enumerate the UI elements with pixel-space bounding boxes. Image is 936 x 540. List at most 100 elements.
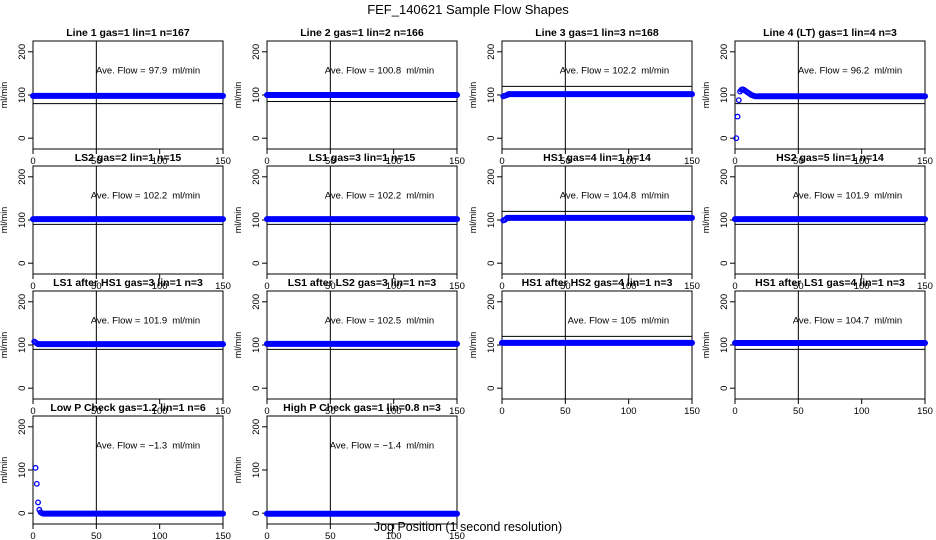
- ave-flow-prefix: Ave. Flow =: [325, 190, 375, 201]
- panel-4: Line 4 (LT) gas=1 lin=4 n=3 0 50 100 150 0 100…: [701, 27, 933, 167]
- panel-title: HS1 after LS1 gas=4 lin=1 n=3: [755, 277, 905, 289]
- y-tick-label: 200: [251, 169, 262, 185]
- ave-flow-annotation: Ave. Flow = 101.9 ml/min: [793, 190, 903, 201]
- ave-flow-unit: ml/min: [406, 190, 434, 201]
- ave-flow-annotation: Ave. Flow = 102.2 ml/min: [91, 190, 201, 201]
- y-tick-label: 200: [719, 44, 730, 60]
- ave-flow-unit: ml/min: [406, 65, 434, 76]
- y-tick-label: 0: [251, 386, 262, 391]
- x-tick-label: 0: [732, 156, 737, 167]
- panel-title: HS1 after HS2 gas=4 lin=1 n=3: [522, 277, 673, 289]
- y-tick-label: 100: [719, 212, 730, 228]
- x-tick-label: 0: [30, 281, 35, 292]
- x-tick-label: 150: [684, 281, 700, 292]
- x-tick-label: 150: [917, 406, 933, 417]
- y-axis-label: ml/min: [233, 207, 243, 234]
- y-tick-label: 100: [486, 337, 497, 353]
- panel-title: LS2 gas=2 lin=1 n=15: [75, 152, 182, 164]
- x-tick-label: 0: [30, 156, 35, 167]
- y-tick-label: 200: [486, 294, 497, 310]
- x-tick-label: 150: [449, 406, 465, 417]
- ave-flow-value: −1.4: [382, 440, 401, 451]
- ave-flow-unit: ml/min: [641, 315, 669, 326]
- y-tick-label: 0: [17, 136, 28, 141]
- y-tick-label: 200: [17, 419, 28, 435]
- data-point: [734, 113, 741, 120]
- y-tick-label: 100: [251, 337, 262, 353]
- panel-title: Line 1 gas=1 lin=1 n=167: [66, 27, 190, 39]
- panel-8: HS2 gas=5 lin=1 n=14 0 50 100 150 0 100 200 ml/m…: [701, 152, 933, 292]
- x-tick-label: 150: [449, 531, 465, 540]
- ave-flow-annotation: Ave. Flow = 97.9 ml/min: [96, 65, 200, 76]
- y-axis-label: ml/min: [701, 332, 711, 359]
- x-tick-label: 150: [449, 281, 465, 292]
- y-tick-label: 200: [486, 44, 497, 60]
- y-tick-label: 100: [719, 337, 730, 353]
- ave-flow-unit: ml/min: [874, 315, 902, 326]
- ave-flow-prefix: Ave. Flow =: [325, 315, 375, 326]
- y-tick-label: 100: [17, 337, 28, 353]
- ave-flow-prefix: Ave. Flow =: [96, 440, 146, 451]
- y-tick-label: 100: [251, 462, 262, 478]
- panel-title: HS1 gas=4 lin=1 n=14: [543, 152, 651, 164]
- panel-9: LS1 after HS1 gas=3 lin=1 n=3 0 50 100 150 0 1…: [0, 277, 231, 417]
- panel-1: Line 1 gas=1 lin=1 n=167 0 50 100 150 0 100 200…: [0, 27, 231, 167]
- panel-12: HS1 after LS1 gas=4 lin=1 n=3 0 50 100 150 0 1…: [701, 277, 933, 417]
- y-tick-label: 100: [17, 462, 28, 478]
- y-axis-label: ml/min: [233, 332, 243, 359]
- x-tick-label: 100: [621, 406, 637, 417]
- data-point: [502, 216, 509, 223]
- y-axis-label: ml/min: [468, 332, 478, 359]
- x-tick-label: 150: [684, 156, 700, 167]
- panel-3: Line 3 gas=1 lin=3 n=168 0 50 100 150 0 100 200…: [468, 27, 700, 167]
- panel-13: Low P Check gas=1.2 lin=1 n=6 0 50 100 150 0 1…: [0, 402, 231, 540]
- x-tick-label: 50: [560, 406, 571, 417]
- panel-11: HS1 after HS2 gas=4 lin=1 n=3 0 50 100 150 0 1…: [468, 277, 700, 417]
- ave-flow-value: 97.9: [149, 65, 168, 76]
- plot-frame: [266, 415, 458, 525]
- x-tick-label: 0: [30, 406, 35, 417]
- panel-title: Line 4 (LT) gas=1 lin=4 n=3: [763, 27, 897, 39]
- y-tick-label: 0: [17, 261, 28, 266]
- ave-flow-unit: ml/min: [172, 65, 200, 76]
- ave-flow-prefix: Ave. Flow =: [793, 315, 843, 326]
- x-tick-label: 150: [684, 406, 700, 417]
- ave-flow-prefix: Ave. Flow =: [560, 65, 610, 76]
- x-tick-label: 0: [499, 406, 504, 417]
- x-tick-label: 100: [621, 156, 637, 167]
- ave-flow-annotation: Ave. Flow = 102.5 ml/min: [325, 315, 435, 326]
- ave-flow-value: 102.2: [612, 65, 636, 76]
- data-point: [33, 340, 40, 347]
- figure-title: FEF_140621 Sample Flow Shapes: [367, 2, 569, 17]
- ave-flow-annotation: Ave. Flow = 104.7 ml/min: [793, 315, 903, 326]
- x-tick-label: 100: [854, 156, 870, 167]
- y-axis-label: ml/min: [468, 207, 478, 234]
- y-tick-label: 0: [251, 136, 262, 141]
- panel-title: LS1 after HS1 gas=3 lin=1 n=3: [53, 277, 203, 289]
- ave-flow-annotation: Ave. Flow = 102.2 ml/min: [325, 190, 435, 201]
- ave-flow-prefix: Ave. Flow =: [560, 190, 610, 201]
- ave-flow-value: 105: [620, 315, 636, 326]
- ave-flow-annotation: Ave. Flow = 96.2 ml/min: [798, 65, 902, 76]
- y-tick-label: 0: [719, 261, 730, 266]
- ave-flow-annotation: Ave. Flow = 101.9 ml/min: [91, 315, 201, 326]
- data-point: [32, 464, 39, 471]
- x-tick-label: 0: [30, 531, 35, 540]
- x-tick-label: 100: [152, 156, 168, 167]
- x-tick-label: 150: [215, 156, 231, 167]
- ave-flow-unit: ml/min: [172, 190, 200, 201]
- ave-flow-value: 104.7: [845, 315, 869, 326]
- data-point: [733, 135, 740, 142]
- x-tick-label: 50: [325, 531, 336, 540]
- figure-xlabel: Jog Position (1 second resolution): [374, 520, 562, 534]
- x-tick-label: 100: [386, 531, 402, 540]
- panels-group: Line 1 gas=1 lin=1 n=167 0 50 100 150 0 100 200…: [0, 27, 933, 540]
- x-tick-label: 50: [91, 281, 102, 292]
- y-tick-label: 200: [719, 294, 730, 310]
- ave-flow-prefix: Ave. Flow =: [96, 65, 146, 76]
- ave-flow-value: 101.9: [143, 315, 167, 326]
- ave-flow-annotation: Ave. Flow = 104.8 ml/min: [560, 190, 670, 201]
- x-tick-label: 0: [499, 281, 504, 292]
- ave-flow-prefix: Ave. Flow =: [568, 315, 618, 326]
